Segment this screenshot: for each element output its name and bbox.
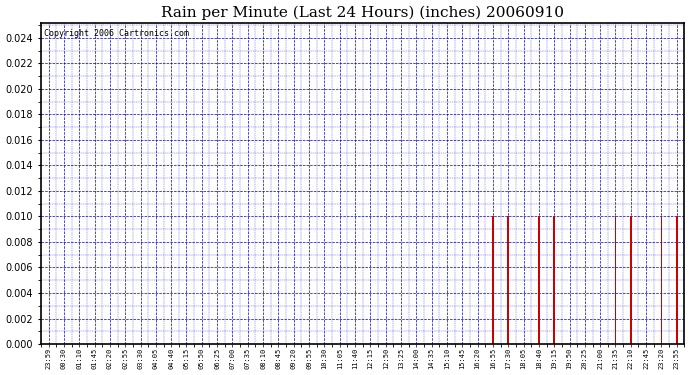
Bar bbox=[492, 216, 494, 344]
Bar bbox=[615, 216, 616, 344]
Bar bbox=[630, 216, 632, 344]
Bar bbox=[676, 216, 678, 344]
Bar bbox=[538, 216, 540, 344]
Bar bbox=[660, 216, 662, 344]
Title: Rain per Minute (Last 24 Hours) (inches) 20060910: Rain per Minute (Last 24 Hours) (inches)… bbox=[161, 6, 564, 20]
Text: Copyright 2006 Cartronics.com: Copyright 2006 Cartronics.com bbox=[44, 29, 189, 38]
Bar bbox=[553, 216, 555, 344]
Bar bbox=[507, 216, 509, 344]
